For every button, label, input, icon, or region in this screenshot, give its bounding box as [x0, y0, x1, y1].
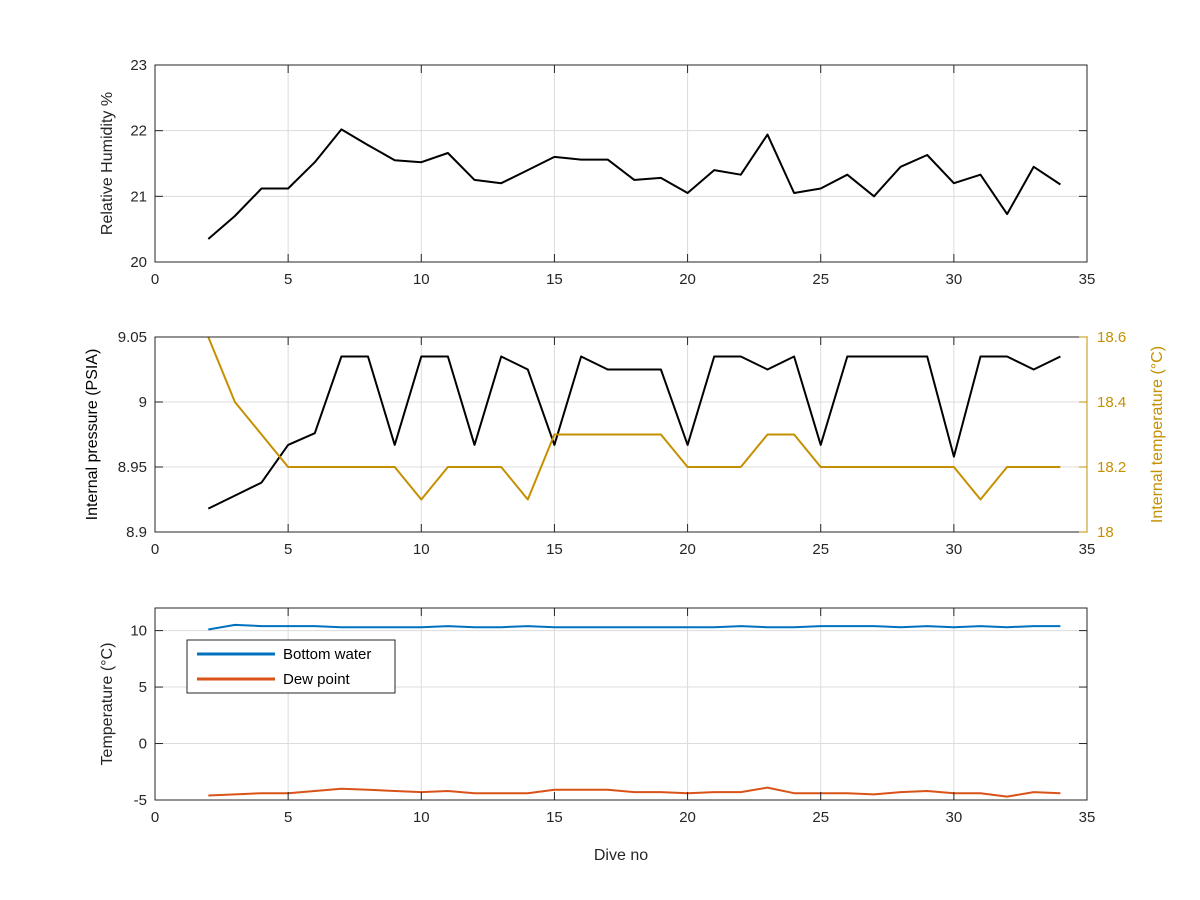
y-tick-label: 0 [139, 736, 147, 753]
y-tick-label: 10 [130, 623, 147, 640]
x-tick-label: 10 [413, 271, 430, 288]
y-tick-label: 9 [139, 394, 147, 411]
series-line-dew-point [208, 786, 1061, 798]
series-line-bottom-water [208, 623, 1061, 631]
x-tick-label: 10 [413, 541, 430, 558]
x-tick-label: 35 [1079, 541, 1096, 558]
y-tick-label: 5 [139, 679, 147, 696]
x-tick-label: 15 [546, 809, 563, 826]
legend-label: Dew point [283, 671, 351, 688]
axes-box [154, 607, 1088, 801]
x-tick-label: 15 [546, 541, 563, 558]
y-right-axis-title: Internal temperature (°C) [1149, 346, 1166, 523]
x-tick-label: 0 [151, 541, 159, 558]
x-tick-label: 25 [812, 809, 829, 826]
x-tick-label: 35 [1079, 809, 1096, 826]
y-tick-label: 21 [130, 188, 147, 205]
legend: Bottom water Dew point [186, 639, 396, 694]
y-axis-title: Internal pressure (PSIA) [84, 349, 101, 521]
x-axis-title: Dive no [594, 847, 648, 864]
series-line-s1 [207, 128, 1061, 240]
y-tick-label: 22 [130, 123, 147, 140]
x-tick-label: 30 [946, 809, 963, 826]
legend-label: Bottom water [283, 646, 371, 663]
axes-box [154, 64, 1088, 263]
x-tick-label: 30 [946, 271, 963, 288]
x-tick-label: 5 [284, 809, 292, 826]
x-tick-label: 15 [546, 271, 563, 288]
y-axis-title: Temperature (°C) [99, 643, 116, 766]
x-tick-label: 20 [679, 271, 696, 288]
y-axis-title: Relative Humidity % [99, 92, 116, 235]
y-right-tick-label: 18 [1097, 524, 1114, 541]
x-tick-label: 25 [812, 541, 829, 558]
y-right-tick-label: 18.2 [1097, 459, 1126, 476]
y-tick-label: 20 [130, 254, 147, 271]
x-tick-label: 5 [284, 541, 292, 558]
y-tick-label: -5 [134, 792, 147, 809]
x-tick-label: 20 [679, 809, 696, 826]
y-tick-label: 9.05 [118, 329, 147, 346]
subplot-2: 0 5 10 15 20 25 30 35 8.9 8.95 9 9.05 18 18.2 18.4 18.6… [84, 329, 1166, 558]
x-tick-label: 5 [284, 271, 292, 288]
y-right-tick-label: 18.4 [1097, 394, 1126, 411]
legend-box [186, 639, 396, 694]
y-right-tick-label: 18.6 [1097, 329, 1126, 346]
series-line-s2 [207, 336, 1061, 501]
subplot-1: 0 5 10 15 20 25 30 35 20 21 22 23 Relative Humidity … [99, 57, 1095, 288]
x-tick-label: 0 [151, 809, 159, 826]
x-tick-label: 35 [1079, 271, 1096, 288]
x-tick-label: 25 [812, 271, 829, 288]
x-tick-label: 20 [679, 541, 696, 558]
x-tick-label: 10 [413, 809, 430, 826]
x-tick-label: 0 [151, 271, 159, 288]
series-line-s1 [207, 355, 1061, 510]
x-tick-label: 30 [946, 541, 963, 558]
y-tick-label: 23 [130, 57, 147, 74]
y-tick-label: 8.95 [118, 459, 147, 476]
y-tick-label: 8.9 [126, 524, 147, 541]
